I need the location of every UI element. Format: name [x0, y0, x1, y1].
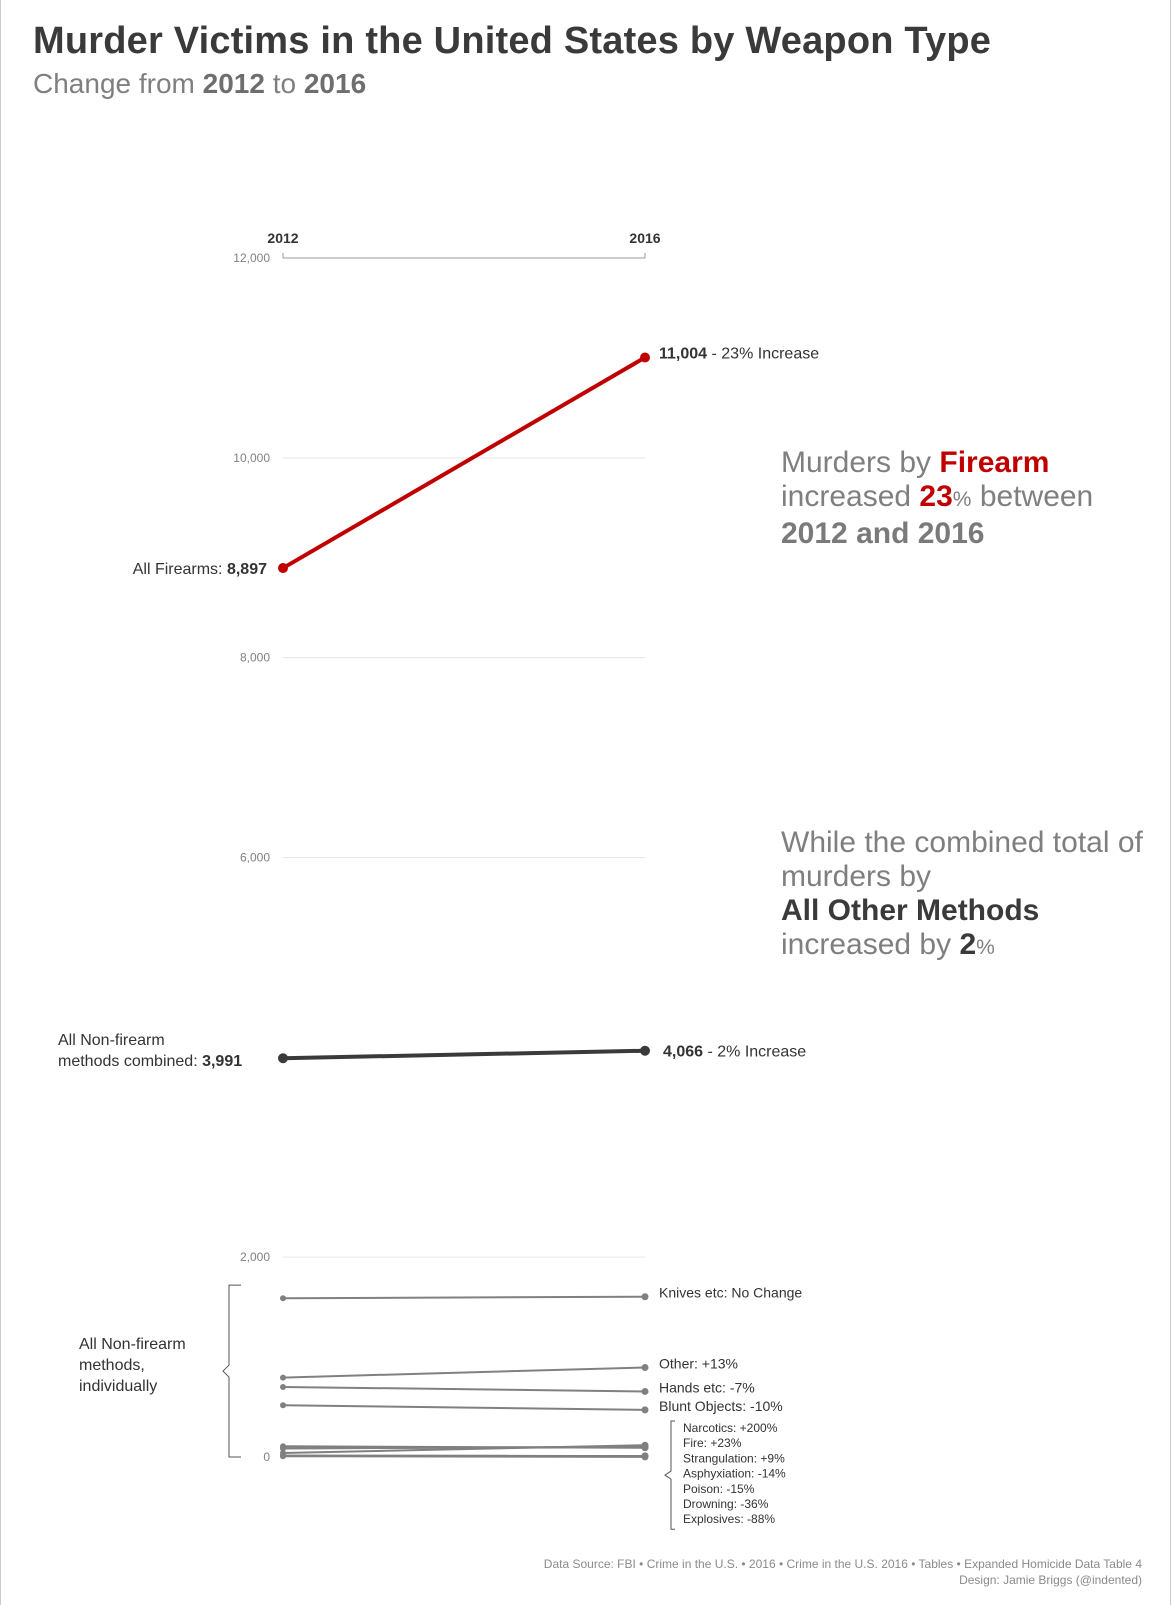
point-2016	[641, 1406, 649, 1414]
subtitle-mid: to	[264, 68, 304, 99]
series-line-knives-etc	[282, 1295, 646, 1300]
end-label-small: Narcotics: +200%	[683, 1421, 778, 1435]
y-tick-label: 12,000	[233, 251, 270, 265]
start-label: All Firearms: 8,897	[133, 561, 267, 578]
point-2016	[641, 1387, 649, 1395]
point-2012	[280, 1374, 286, 1381]
y-tick-label: 8,000	[240, 651, 270, 665]
firearm-annotation-years: 2012 and 2016	[781, 517, 985, 550]
point-2012	[280, 1453, 286, 1460]
end-label: 4,066 - 2% Increase	[663, 1044, 806, 1061]
end-label-small: Strangulation: +9%	[683, 1451, 785, 1465]
design-credit: Design: Jamie Briggs (@indented)	[959, 1573, 1142, 1587]
x-tick-label-2012: 2012	[267, 230, 298, 246]
data-source: Data Source: FBI • Crime in the U.S. • 2…	[543, 1557, 1142, 1571]
x-tick-label-2016: 2016	[629, 230, 660, 246]
bracket-label: All Non-firearm	[79, 1336, 186, 1353]
y-tick-label: 6,000	[240, 851, 270, 865]
series-line-non-firearm-combined	[282, 1048, 646, 1061]
point-2012	[280, 1443, 286, 1450]
subtitle-year-end: 2016	[303, 68, 367, 99]
firearm-annotation-line2: increased 23% between	[781, 480, 1094, 513]
point-2016	[641, 1293, 649, 1301]
subtitle-year-start: 2012	[202, 68, 265, 99]
other-pct-value: 2	[959, 928, 977, 961]
end-label-small: Poison: -15%	[683, 1482, 755, 1496]
chart-subtitle: Change from 2012 to 2016	[33, 68, 366, 100]
chart-title: Murder Victims in the United States by W…	[33, 20, 992, 62]
series-line-blunt-objects	[282, 1404, 646, 1411]
point-2016	[640, 1045, 650, 1056]
y-tick-label: 2,000	[240, 1250, 270, 1264]
firearm-pct-value: 23	[919, 480, 953, 513]
small-labels-bracket	[664, 1420, 675, 1530]
series-line-explosives	[282, 1455, 646, 1458]
point-2012	[280, 1295, 286, 1302]
point-2012	[280, 1402, 286, 1409]
point-2016	[641, 1363, 649, 1371]
y-tick-label: 0	[263, 1450, 270, 1464]
bracket-label: methods,	[79, 1357, 145, 1374]
other-annotation-line1: While the combined total of	[781, 826, 1143, 859]
start-label: methods combined: 3,991	[58, 1053, 242, 1070]
individual-methods-bracket	[222, 1284, 241, 1458]
end-label-small: Drowning: -36%	[683, 1497, 769, 1511]
other-annotation-line2: murders by	[781, 860, 932, 893]
end-label: 11,004 - 23% Increase	[659, 346, 819, 363]
bracket-label: individually	[79, 1378, 157, 1395]
series-line-asphyxiation	[282, 1445, 646, 1449]
subtitle-prefix: Change from	[33, 68, 203, 99]
y-tick-label: 10,000	[233, 451, 270, 465]
point-2012	[278, 563, 288, 574]
end-label-small: Asphyxiation: -14%	[683, 1467, 786, 1481]
end-label: Knives etc: No Change	[659, 1285, 802, 1301]
other-annotation: While the combined total of murders by A…	[781, 826, 1143, 965]
end-label: Blunt Objects: -10%	[659, 1398, 783, 1414]
point-2016	[641, 1444, 649, 1452]
point-2016	[641, 1453, 649, 1461]
other-annotation-line4: increased by 2%	[781, 928, 995, 961]
end-label: Other: +13%	[659, 1355, 738, 1371]
point-2016	[640, 352, 650, 363]
firearm-highlight: Firearm	[939, 446, 1050, 479]
firearm-annotation-line1: Murders by Firearm	[781, 446, 1050, 479]
series-line-firearms	[281, 355, 647, 570]
series-line-hands-etc	[282, 1385, 646, 1393]
end-label-small: Explosives: -88%	[683, 1512, 775, 1526]
point-2012	[280, 1383, 286, 1390]
footer: Data Source: FBI • Crime in the U.S. • 2…	[544, 1556, 1142, 1588]
firearm-annotation: Murders by Firearm increased 23% between…	[781, 446, 1093, 551]
end-label-small: Fire: +23%	[683, 1436, 742, 1450]
series-line-other	[282, 1366, 646, 1379]
start-label: All Non-firearm	[58, 1032, 165, 1049]
point-2012	[278, 1053, 288, 1064]
other-highlight: All Other Methods	[781, 894, 1040, 927]
end-label: Hands etc: -7%	[659, 1379, 755, 1395]
